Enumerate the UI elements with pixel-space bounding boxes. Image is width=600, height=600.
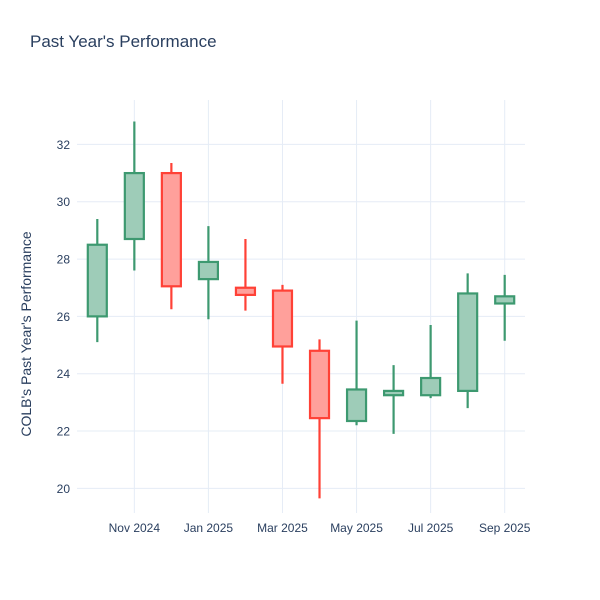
- y-tick-label: 26: [57, 310, 71, 324]
- y-tick-label: 24: [57, 367, 71, 381]
- y-tick-label: 30: [57, 195, 71, 209]
- candle-sep-2025[interactable]: [494, 274, 516, 341]
- x-tick-labels: Nov 2024 Jan 2025 Mar 2025 May 2025 Jul 2025…: [109, 521, 531, 535]
- candle-nov-2024[interactable]: [123, 121, 145, 271]
- y-tick-label: 22: [57, 425, 71, 439]
- x-tick-label: Jul 2025: [408, 521, 454, 535]
- y-tick-label: 28: [57, 253, 71, 267]
- candle-may-2025[interactable]: [345, 320, 368, 426]
- y-tick-label: 20: [57, 482, 71, 496]
- candle-body: [382, 389, 405, 397]
- candle-jul-2025[interactable]: [420, 324, 442, 399]
- candle-body: [86, 243, 108, 318]
- candle-body: [197, 260, 220, 281]
- y-tick-labels: 20 22 24 26 28 30 32: [57, 138, 71, 496]
- candle-body: [234, 286, 257, 296]
- x-tick-label: Mar 2025: [257, 521, 308, 535]
- candle-feb-2025[interactable]: [234, 239, 257, 311]
- x-tick-label: Jan 2025: [184, 521, 234, 535]
- candle-body: [420, 376, 442, 397]
- candle-body: [123, 171, 145, 241]
- candle-jun-2025[interactable]: [382, 365, 405, 434]
- candle-mar-2025[interactable]: [271, 284, 294, 384]
- candle-body: [494, 295, 516, 305]
- candle-body: [457, 292, 479, 393]
- candle-body: [308, 349, 331, 420]
- y-tick-label: 32: [57, 138, 71, 152]
- x-tick-label: Sep 2025: [479, 521, 531, 535]
- candle-jan-2025[interactable]: [197, 226, 220, 320]
- candle-body: [160, 171, 182, 288]
- candle-aug-2025[interactable]: [457, 273, 479, 409]
- candle-body: [345, 388, 368, 423]
- chart-title: Past Year's Performance: [30, 32, 217, 51]
- candle-oct-2024[interactable]: [86, 218, 108, 343]
- candle-body: [271, 289, 294, 348]
- x-tick-label: May 2025: [330, 521, 383, 535]
- candle-dec-2024[interactable]: [160, 163, 182, 310]
- x-tick-label: Nov 2024: [109, 521, 161, 535]
- candle-apr-2025[interactable]: [308, 339, 331, 499]
